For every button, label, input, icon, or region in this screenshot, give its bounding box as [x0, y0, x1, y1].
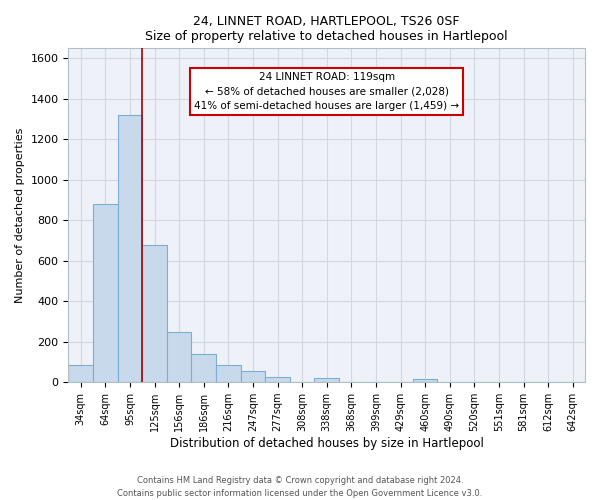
Bar — [314, 378, 339, 382]
Bar — [142, 244, 167, 382]
Y-axis label: Number of detached properties: Number of detached properties — [15, 128, 25, 303]
Bar — [413, 379, 437, 382]
Title: 24, LINNET ROAD, HARTLEPOOL, TS26 0SF
Size of property relative to detached hous: 24, LINNET ROAD, HARTLEPOOL, TS26 0SF Si… — [145, 15, 508, 43]
Text: Contains HM Land Registry data © Crown copyright and database right 2024.
Contai: Contains HM Land Registry data © Crown c… — [118, 476, 482, 498]
Text: 24 LINNET ROAD: 119sqm
← 58% of detached houses are smaller (2,028)
41% of semi-: 24 LINNET ROAD: 119sqm ← 58% of detached… — [194, 72, 459, 112]
Bar — [118, 115, 142, 382]
Bar — [93, 204, 118, 382]
Bar — [216, 365, 241, 382]
Bar — [265, 376, 290, 382]
Bar — [68, 365, 93, 382]
Bar — [241, 371, 265, 382]
Bar — [167, 332, 191, 382]
Bar — [191, 354, 216, 382]
X-axis label: Distribution of detached houses by size in Hartlepool: Distribution of detached houses by size … — [170, 437, 484, 450]
